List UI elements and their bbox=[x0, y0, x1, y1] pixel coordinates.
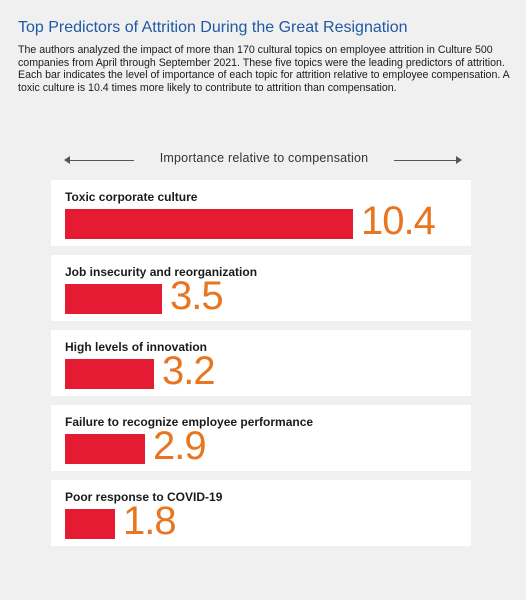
bar-value-label: 2.9 bbox=[153, 424, 207, 468]
bar bbox=[65, 434, 145, 464]
bar-rows: Toxic corporate culture 10.4 Job insecurit… bbox=[51, 180, 471, 555]
bar-category-label: Poor response to COVID-19 bbox=[65, 490, 223, 504]
bar-row: Job insecurity and reorganization 3.5 bbox=[51, 255, 471, 321]
chart-description: The authors analyzed the impact of more … bbox=[18, 44, 510, 94]
bar-value-label: 3.5 bbox=[170, 274, 224, 318]
bar-value-label: 1.8 bbox=[123, 499, 177, 543]
right-arrow-icon bbox=[456, 156, 462, 164]
bar-row: Poor response to COVID-19 1.8 bbox=[51, 480, 471, 546]
bar-category-label: Failure to recognize employee performanc… bbox=[65, 415, 314, 429]
bar bbox=[65, 209, 353, 239]
bar bbox=[65, 284, 162, 314]
bar bbox=[65, 359, 154, 389]
chart-title: Top Predictors of Attrition During the G… bbox=[18, 19, 408, 36]
bar-row: High levels of innovation 3.2 bbox=[51, 330, 471, 396]
bar-category-label: Toxic corporate culture bbox=[65, 190, 198, 204]
axis-line-right bbox=[394, 160, 458, 161]
bar-category-label: Job insecurity and reorganization bbox=[65, 265, 258, 279]
bar-row: Toxic corporate culture 10.4 bbox=[51, 180, 471, 246]
bar-row: Failure to recognize employee performanc… bbox=[51, 405, 471, 471]
left-arrow-icon bbox=[64, 156, 70, 164]
axis-caption: Importance relative to compensation bbox=[60, 150, 470, 170]
axis-line-left bbox=[68, 160, 134, 161]
axis-label: Importance relative to compensation bbox=[159, 151, 369, 165]
bar-value-label: 3.2 bbox=[162, 349, 216, 393]
bar-value-label: 10.4 bbox=[361, 199, 436, 243]
bar-category-label: High levels of innovation bbox=[65, 340, 208, 354]
bar bbox=[65, 509, 115, 539]
